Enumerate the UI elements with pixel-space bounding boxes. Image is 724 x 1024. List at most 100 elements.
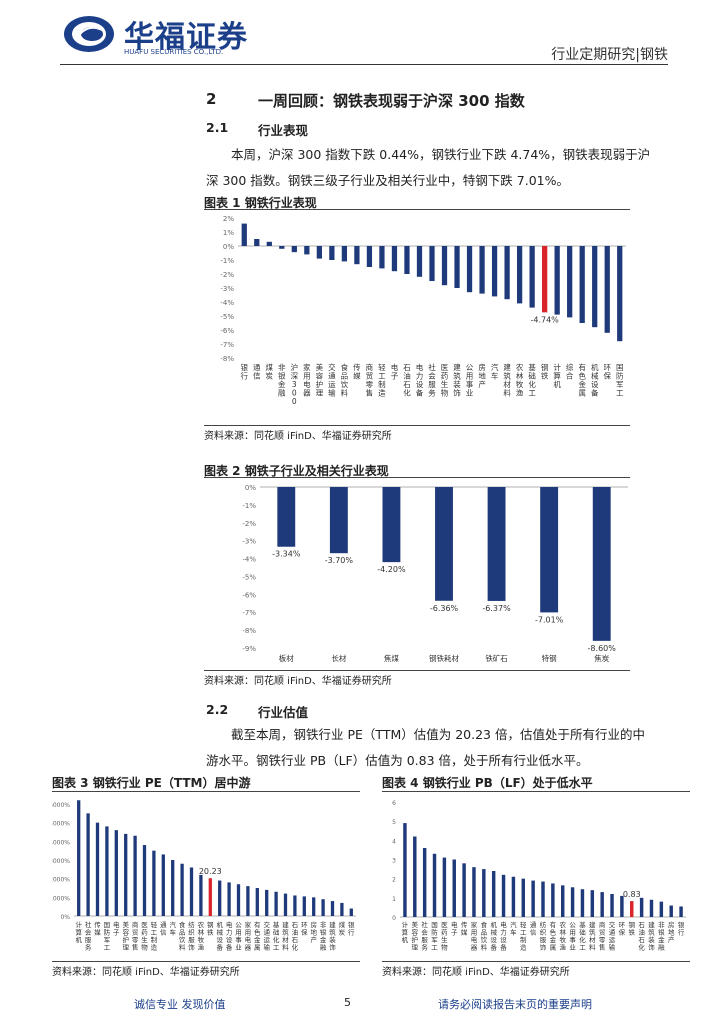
category-label: 农林牧渔 — [198, 920, 205, 952]
bar — [416, 246, 423, 277]
section-title: 一周回顾：钢铁表现弱于沪深 300 指数 — [258, 92, 525, 110]
bar — [479, 246, 485, 294]
paragraph-line: 游水平。钢铁行业 PB（LF）估值为 0.83 倍，处于所有行业低水平。 — [206, 753, 589, 768]
data-label: -4.20% — [377, 565, 406, 574]
y-tick-label: 2000% — [52, 877, 70, 884]
bar — [560, 885, 565, 917]
category-label: 钢铁耗材 — [429, 653, 459, 663]
y-tick-label: -7% — [220, 341, 234, 349]
category-label: 传媒 — [353, 362, 361, 381]
bar — [501, 874, 506, 917]
bar — [246, 886, 250, 916]
figure-rule — [382, 791, 690, 792]
bar — [620, 895, 624, 917]
data-label: -8.60% — [588, 644, 617, 653]
category-label: 纺织服饰 — [540, 920, 547, 952]
bar — [540, 487, 559, 613]
bar — [541, 881, 545, 917]
category-label: 石油石化 — [403, 363, 411, 398]
bar — [266, 241, 272, 246]
y-tick-label: 4000% — [52, 839, 70, 846]
bar — [171, 860, 175, 916]
bar — [462, 863, 466, 917]
bar — [255, 888, 259, 916]
category-label: 农林牧渔 — [516, 362, 524, 398]
bar — [133, 835, 137, 916]
figure-rule — [52, 961, 360, 962]
category-label: 医药生物 — [441, 921, 448, 952]
subsection-title: 行业表现 — [258, 123, 309, 138]
y-tick-label: 0% — [245, 484, 256, 492]
bar — [77, 800, 81, 916]
bar — [95, 822, 100, 916]
category-label: 社会服务 — [85, 920, 92, 952]
category-label: 环保 — [603, 363, 611, 381]
category-label: 机械设备 — [216, 920, 223, 952]
y-tick-label: 6 — [392, 800, 396, 807]
category-label: 家用电器 — [303, 362, 311, 398]
category-label: 美容护理 — [122, 920, 129, 952]
category-label: 煤炭 — [339, 920, 346, 937]
bar — [241, 223, 247, 246]
logo-text-cn: 华福证券 — [124, 20, 248, 55]
figure-title: 图表 1 钢铁行业表现 — [204, 196, 317, 210]
category-label: 国防军工 — [431, 921, 438, 952]
category-label: 电子 — [391, 362, 399, 381]
paragraph-line: 深 300 指数。钢铁三级子行业及相关行业中，特钢下跌 7.01%。 — [206, 173, 569, 188]
data-label: -3.70% — [325, 556, 354, 565]
category-label: 非银金融 — [320, 920, 327, 952]
category-label: 食品饮料 — [179, 920, 186, 952]
y-tick-label: 1000% — [52, 895, 70, 902]
bar — [366, 246, 373, 267]
category-label: 纺织服饰 — [188, 920, 195, 952]
y-tick-label: 3 — [392, 858, 396, 865]
bar — [604, 246, 610, 333]
figure-rule — [52, 791, 360, 792]
category-label: 钢铁 — [541, 362, 549, 381]
category-label: 有色金属 — [550, 920, 557, 952]
bar — [291, 246, 297, 253]
bar — [312, 897, 316, 916]
figure-source: 资料来源：同花顺 iFinD、华福证券研究所 — [204, 431, 392, 442]
chart-industry-performance: 2% 1% 0% -1% -2% -3% -4% -5% -6% -7% -8% 银行通信煤炭非银金融… — [220, 215, 626, 406]
footer-disclaimer: 请务必阅读报告末页的重要声明 — [438, 998, 592, 1011]
chart-subindustry-performance: 0% -1% -2% -3% -4% -5% -6% -7% -8% -9% 板材 -3.34% 长材 -… — [242, 484, 628, 663]
category-label: 国防军工 — [616, 363, 624, 398]
category-label: 公用事业 — [466, 363, 474, 398]
category-label: 建筑材料 — [589, 920, 596, 952]
category-label: 综合 — [566, 362, 574, 381]
bar — [349, 908, 353, 916]
bar — [487, 487, 506, 601]
bar — [422, 848, 427, 917]
bar — [329, 487, 348, 554]
bar — [580, 889, 585, 917]
bar — [105, 826, 109, 916]
bar — [283, 893, 288, 916]
paragraph-performance: 本周，沪深 300 指数下跌 0.44%，钢铁行业下跌 4.74%，钢铁表现弱于… — [206, 142, 686, 194]
y-tick-label: 2% — [223, 215, 234, 223]
category-label: 商贸零售 — [599, 920, 606, 952]
category-label: 石油石化 — [638, 921, 645, 952]
bar — [277, 487, 296, 547]
bar — [329, 246, 335, 260]
category-label: 石油石化 — [292, 921, 299, 952]
category-label: 房地产 — [668, 920, 675, 944]
bar — [413, 836, 417, 917]
data-label: -3.34% — [272, 550, 301, 559]
figure-rule — [382, 961, 690, 962]
bar — [570, 887, 575, 917]
bar — [124, 833, 128, 916]
section-number: 2 — [206, 90, 217, 108]
category-label: 基础化工 — [273, 920, 280, 952]
y-tick-label: -3% — [220, 285, 234, 293]
figure-source: 资料来源：同花顺 iFinD、华福证券研究所 — [204, 676, 392, 687]
category-label: 公用事业 — [569, 921, 576, 952]
y-tick-label: -4% — [220, 299, 234, 307]
category-label: 房地产 — [478, 362, 486, 389]
category-label: 社会服务 — [428, 362, 436, 398]
y-tick-label: -3% — [242, 538, 256, 546]
bar — [218, 880, 222, 916]
bar — [302, 896, 306, 916]
bar — [452, 859, 456, 917]
bar — [161, 854, 165, 916]
